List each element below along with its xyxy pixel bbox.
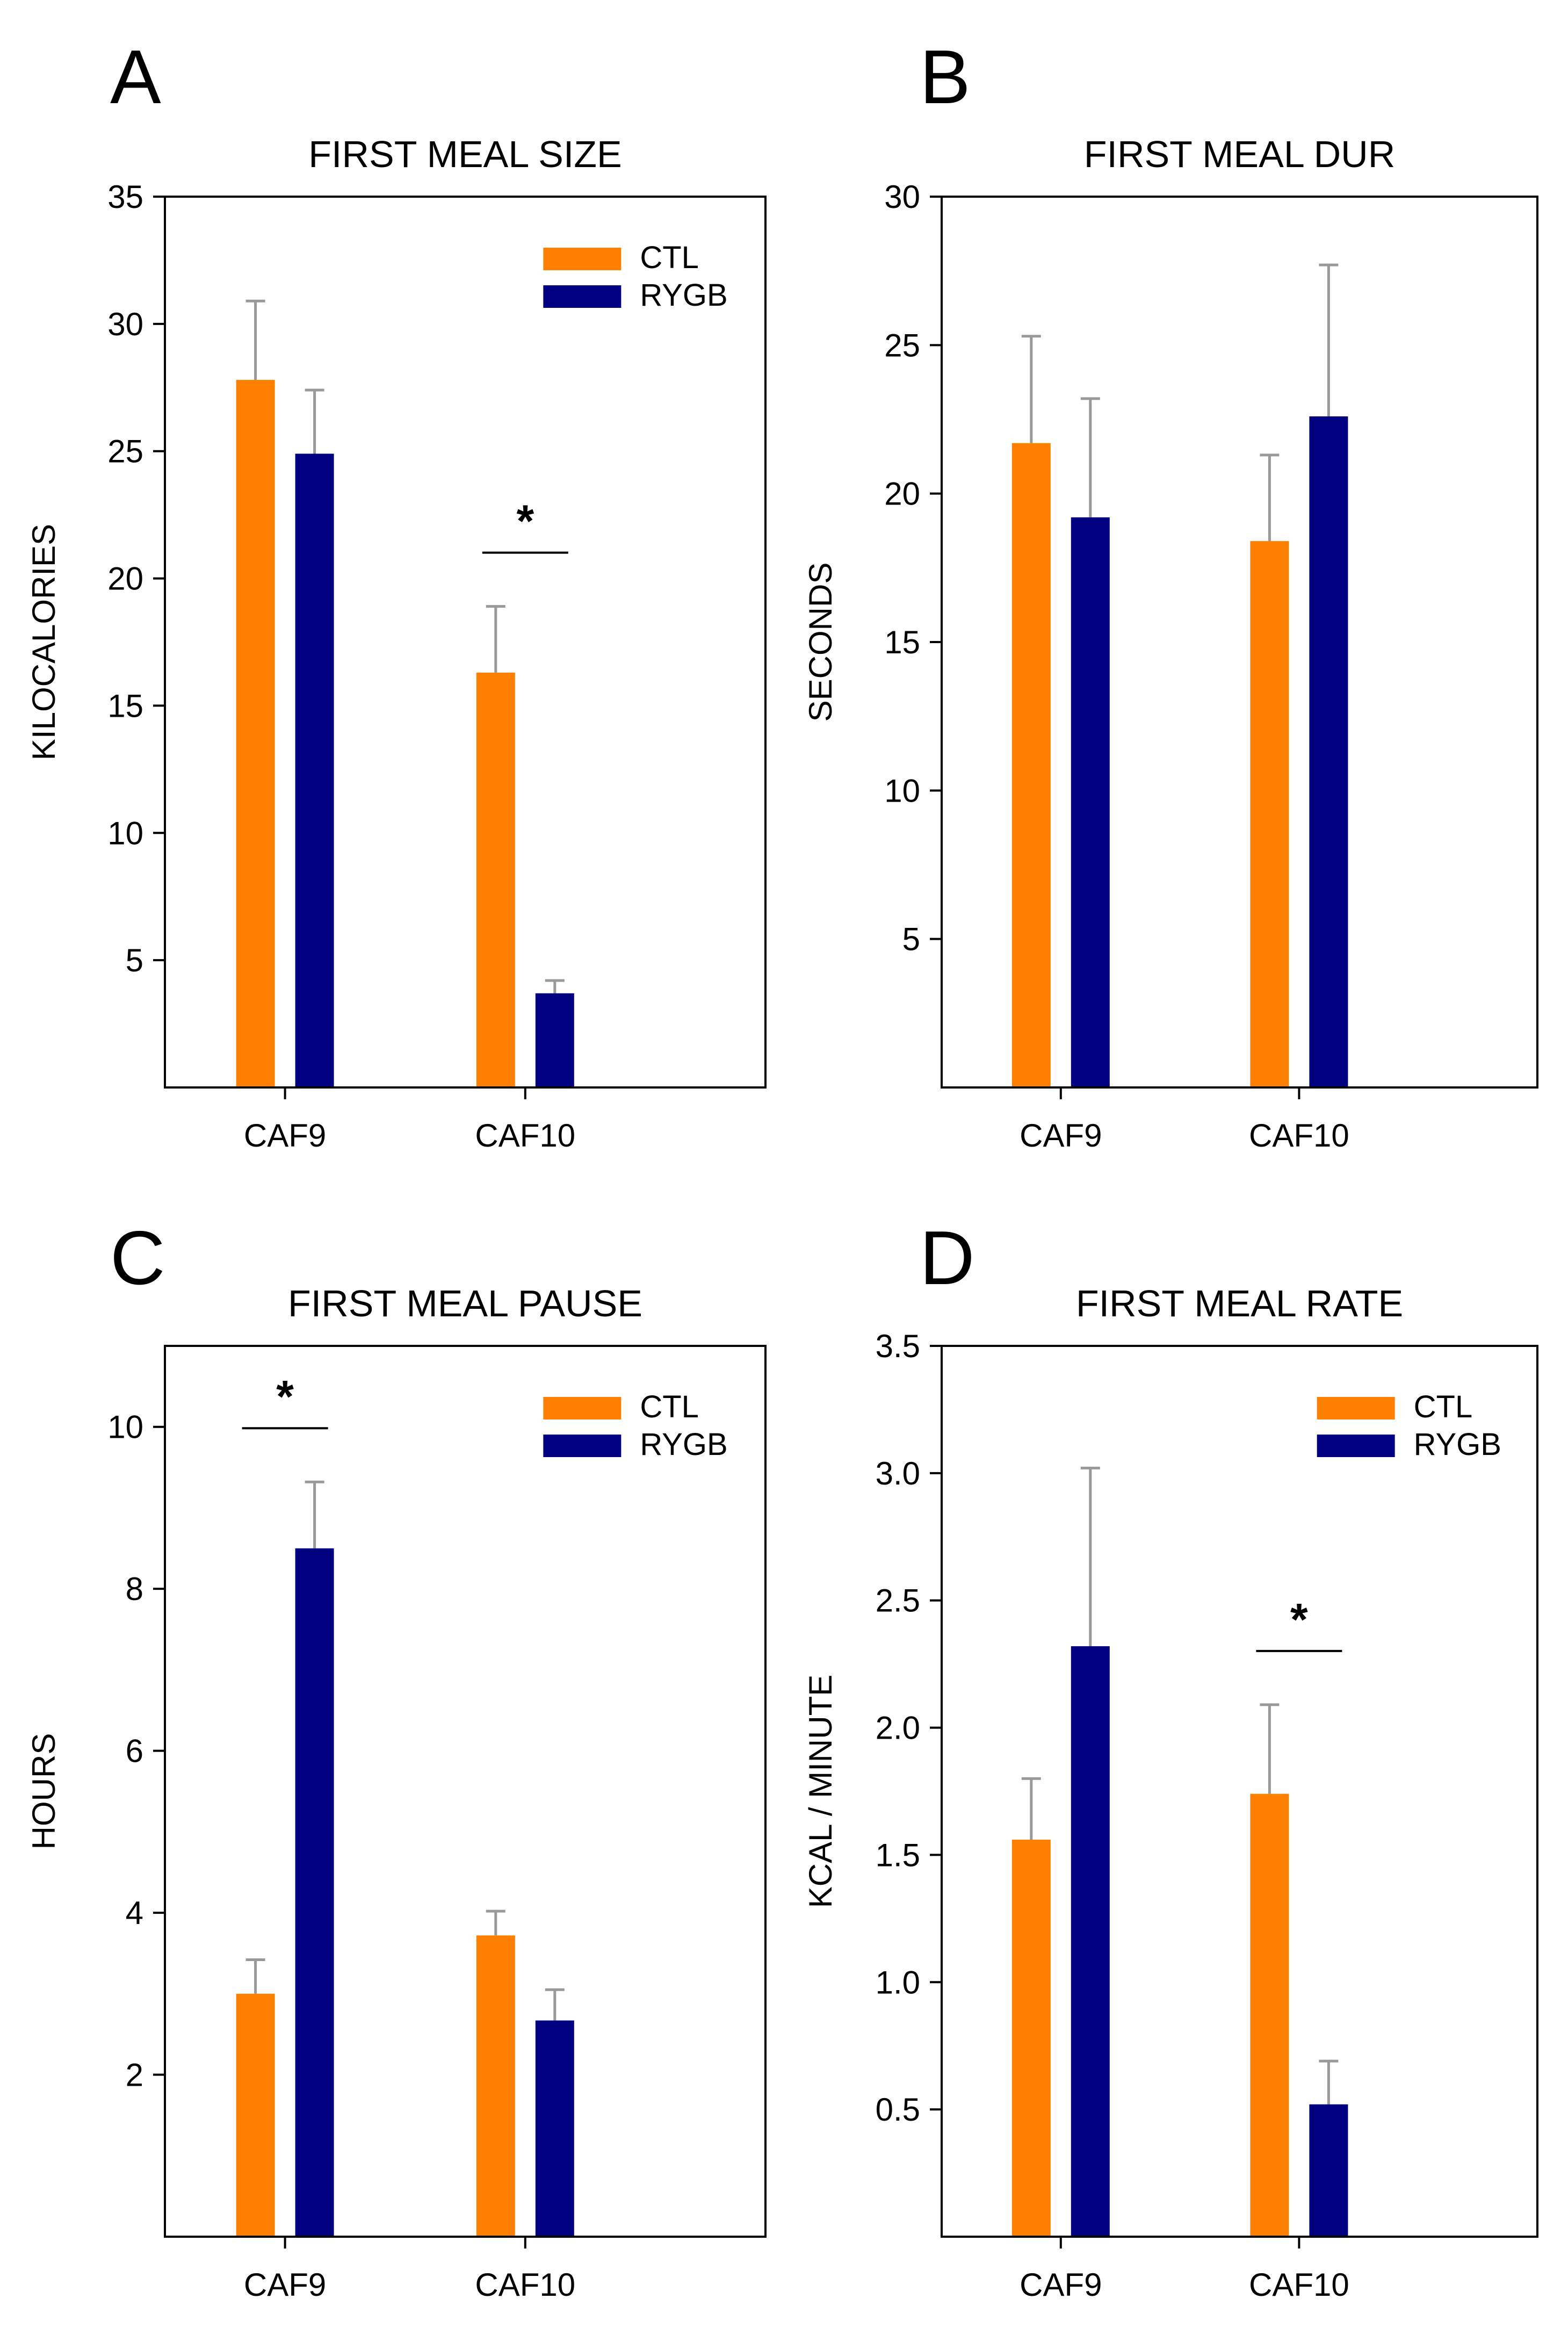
bar-rygb-caf9: [1071, 1646, 1110, 2237]
y-tick-label: 6: [126, 1733, 143, 1769]
y-tick-label: 15: [884, 624, 920, 660]
bar-rygb-caf10: [535, 993, 574, 1087]
panel-b: B FIRST MEAL DUR SECONDS 5 10 15 20 25 30 CAF9 CAF…: [803, 34, 1538, 1154]
y-tick-label: 2: [126, 2057, 143, 2093]
legend-swatch-rygb: [1317, 1435, 1395, 1457]
y-tick-label: 0.5: [876, 2092, 920, 2128]
y-tick-label: 1.0: [876, 1964, 920, 2000]
bar-ctl-caf9: [236, 380, 275, 1088]
y-tick-label: 15: [107, 688, 143, 724]
legend-label-rygb: RYGB: [640, 278, 727, 313]
y-tick-label: 4: [126, 1895, 143, 1931]
plot-frame: [941, 1345, 1538, 2238]
panel-letter: C: [110, 1215, 165, 1301]
y-tick-label: 2.0: [876, 1710, 920, 1746]
x-tick-label: CAF9: [1020, 1118, 1102, 1154]
bar-rygb-caf9: [295, 1548, 334, 2237]
bar-rygb-caf10: [535, 2020, 574, 2237]
bar-ctl-caf10: [1250, 541, 1289, 1087]
legend-swatch-rygb: [543, 1435, 622, 1457]
bar-ctl-caf9: [1011, 1840, 1051, 2237]
panel-letter: D: [920, 1215, 975, 1301]
bar-rygb-caf10: [1309, 2104, 1348, 2237]
panel-title: FIRST MEAL PAUSE: [288, 1282, 642, 1324]
x-tick-label: CAF9: [244, 1118, 326, 1154]
x-tick-label: CAF10: [1249, 2267, 1349, 2303]
y-tick-label: 3.5: [876, 1328, 920, 1364]
legend-swatch-ctl: [1317, 1397, 1395, 1419]
bar-ctl-caf10: [1250, 1793, 1289, 2237]
y-tick-label: 20: [884, 476, 920, 512]
bar-ctl-caf9: [1011, 443, 1051, 1087]
x-tick-label: CAF10: [1249, 1118, 1349, 1154]
legend-swatch-rygb: [543, 285, 622, 308]
y-tick-label: 25: [884, 327, 920, 363]
y-tick-label: 3.0: [876, 1455, 920, 1491]
y-axis-title: KCAL / MINUTE: [803, 1675, 839, 1908]
plot-frame: [164, 196, 767, 1089]
panel-title: FIRST MEAL DUR: [1084, 133, 1396, 175]
panel-a: A FIRST MEAL SIZE KILOCALORIES 5 10 15 20 25 30 3…: [26, 34, 767, 1154]
y-axis-title: HOURS: [26, 1733, 62, 1850]
bar-rygb-caf9: [295, 453, 334, 1087]
bar-ctl-caf10: [476, 1935, 515, 2237]
y-tick-label: 8: [126, 1571, 143, 1607]
significance-star: *: [516, 496, 534, 546]
legend-label-rygb: RYGB: [640, 1427, 727, 1462]
panel-letter: A: [110, 34, 161, 120]
y-tick-label: 30: [107, 306, 143, 342]
y-axis-title: KILOCALORIES: [26, 524, 62, 760]
bar-rygb-caf10: [1309, 416, 1348, 1087]
legend-label-ctl: CTL: [1414, 1389, 1473, 1424]
y-tick-label: 10: [884, 773, 920, 809]
legend-label-ctl: CTL: [640, 240, 699, 275]
legend-swatch-ctl: [543, 1397, 622, 1419]
panel-title: FIRST MEAL RATE: [1076, 1282, 1403, 1324]
panel-c: C FIRST MEAL PAUSE HOURS 2 4 6 8 10 CAF9 CAF10 * CT…: [26, 1215, 767, 2303]
legend-label-rygb: RYGB: [1414, 1427, 1501, 1462]
x-tick-label: CAF10: [475, 2267, 575, 2303]
y-tick-label: 25: [107, 434, 143, 470]
y-tick-label: 10: [107, 1409, 143, 1445]
x-tick-label: CAF9: [1020, 2267, 1102, 2303]
panel-title: FIRST MEAL SIZE: [308, 133, 622, 175]
panel-letter: B: [920, 34, 971, 120]
x-tick-label: CAF10: [475, 1118, 575, 1154]
y-tick-label: 10: [107, 815, 143, 851]
panel-d: D FIRST MEAL RATE KCAL / MINUTE 0.5 1.0 1.5 2.…: [803, 1215, 1538, 2303]
y-tick-label: 1.5: [876, 1837, 920, 1873]
y-axis-title: SECONDS: [803, 563, 839, 722]
legend-swatch-ctl: [543, 248, 622, 270]
y-tick-label: 20: [107, 561, 143, 597]
y-tick-label: 2.5: [876, 1583, 920, 1619]
bar-ctl-caf10: [476, 672, 515, 1087]
legend-label-ctl: CTL: [640, 1389, 699, 1424]
y-tick-label: 5: [902, 921, 920, 957]
significance-star: *: [1290, 1594, 1308, 1645]
y-tick-label: 30: [884, 179, 920, 215]
bar-ctl-caf9: [236, 1993, 275, 2237]
significance-star: *: [276, 1371, 294, 1422]
y-tick-label: 35: [107, 179, 143, 215]
y-tick-label: 5: [126, 942, 143, 978]
bar-rygb-caf9: [1071, 517, 1110, 1087]
x-tick-label: CAF9: [244, 2267, 326, 2303]
plot-frame: [164, 1345, 767, 2238]
